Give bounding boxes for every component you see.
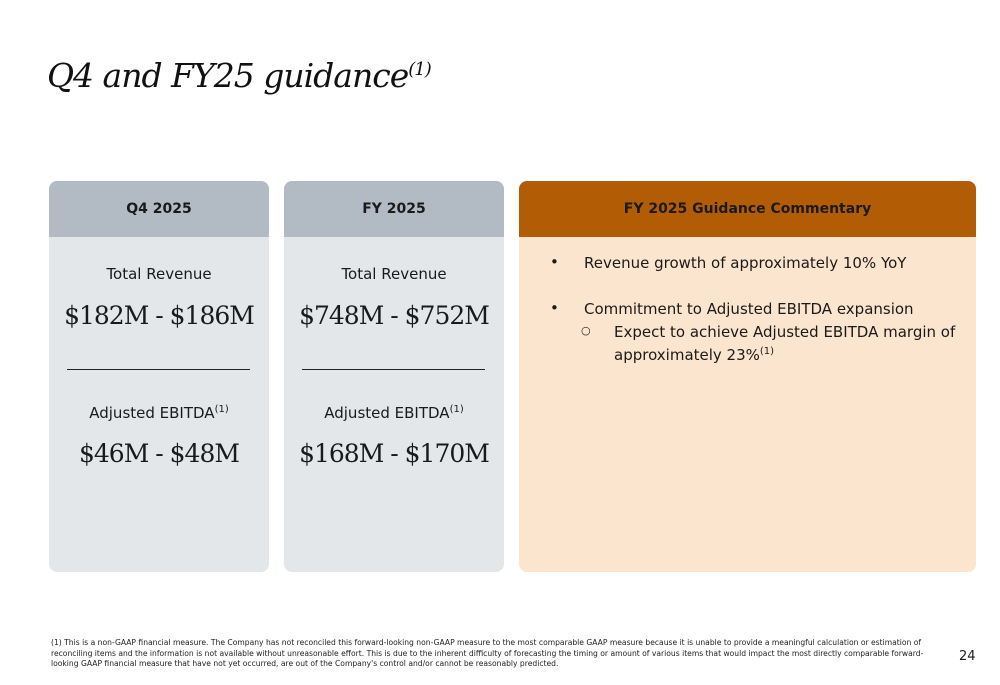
sub-bullet-icon: ○ [581,324,591,337]
guidance-commentary-card: FY 2025 Guidance Commentary • Revenue gr… [519,181,976,572]
title-text: Q4 and FY25 guidance [47,56,409,95]
divider [67,369,250,370]
revenue-value: $182M - $186M [64,301,255,330]
revenue-label: Total Revenue [341,265,447,283]
revenue-value: $748M - $752M [299,301,490,330]
revenue-label: Total Revenue [106,265,212,283]
card-header: FY 2025 [284,181,504,237]
footnote: (1) This is a non-GAAP financial measure… [51,638,924,668]
bullet-icon: • [550,253,559,271]
q4-2025-card: Q4 2025 Total Revenue $182M - $186M Adju… [49,181,269,572]
sub-bullet-margin: Expect to achieve Adjusted EBITDA margin… [614,323,956,341]
sub-bullet-margin-cont: approximately 23%(1) [614,346,775,364]
bullet-revenue-growth: Revenue growth of approximately 10% YoY [584,254,907,272]
fy-2025-card: FY 2025 Total Revenue $748M - $752M Adju… [284,181,504,572]
title-footnote-ref: (1) [408,59,431,80]
bullet-ebitda-expansion: Commitment to Adjusted EBITDA expansion [584,300,914,318]
ebitda-label: Adjusted EBITDA(1) [324,404,464,422]
card-header: FY 2025 Guidance Commentary [519,181,976,237]
ebitda-value: $46M - $48M [79,439,240,468]
divider [302,369,485,370]
ebitda-value: $168M - $170M [299,439,490,468]
bullet-icon: • [550,299,559,317]
card-header: Q4 2025 [49,181,269,237]
ebitda-label: Adjusted EBITDA(1) [89,404,229,422]
page-number: 24 [959,649,976,664]
page-title: Q4 and FY25 guidance(1) [47,56,432,95]
